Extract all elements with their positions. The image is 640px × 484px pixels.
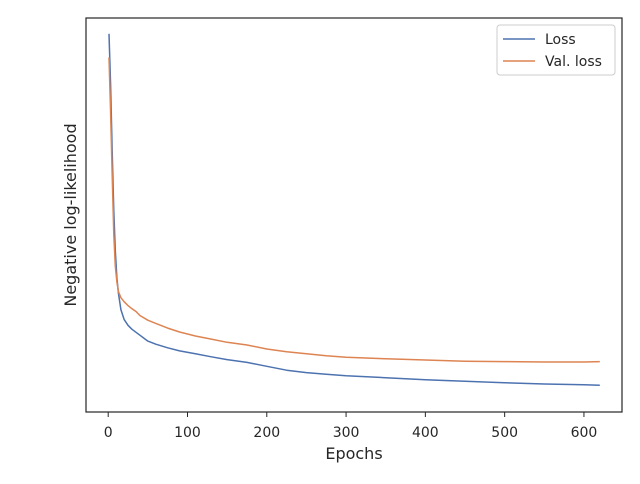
x-tick-label: 0 <box>104 425 113 441</box>
y-axis-label: Negative log-likelihood <box>61 123 80 306</box>
legend-box <box>496 24 616 76</box>
legend-label-val-loss: Val. loss <box>545 54 602 70</box>
x-tick-label: 100 <box>174 425 201 441</box>
plot-lines <box>108 33 600 386</box>
x-axis-ticks: 0 100 200 300 400 500 600 <box>104 412 598 441</box>
x-tick-label: 400 <box>412 425 439 441</box>
legend: Loss Val. loss <box>496 24 616 76</box>
x-tick-label: 200 <box>253 425 280 441</box>
series-line-val-loss <box>108 57 600 363</box>
plot-frame <box>85 17 623 413</box>
x-axis-label: Epochs <box>325 444 382 463</box>
x-tick-label: 500 <box>491 425 518 441</box>
x-tick-label: 300 <box>333 425 360 441</box>
x-tick-label: 600 <box>571 425 598 441</box>
legend-label-loss: Loss <box>545 32 576 48</box>
